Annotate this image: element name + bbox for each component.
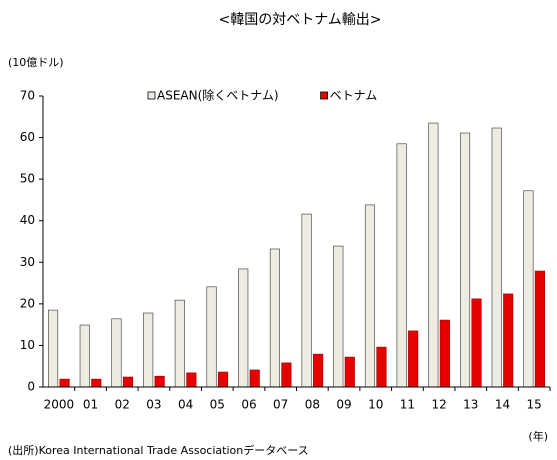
x-axis-label: (年)	[528, 429, 548, 443]
x-tick-label: 05	[210, 398, 225, 412]
bar	[333, 245, 344, 388]
bar	[111, 318, 122, 388]
bar	[459, 132, 471, 388]
x-tick-label: 2000	[44, 398, 75, 412]
x-tick-label: 15	[527, 398, 542, 412]
bar	[122, 376, 134, 388]
x-tick-label: 06	[241, 398, 256, 412]
bar	[154, 375, 165, 388]
y-tick-label: 40	[20, 213, 35, 227]
y-tick-label: 0	[27, 380, 35, 394]
x-tick-label: 13	[463, 398, 478, 412]
x-tick-label: 08	[305, 398, 320, 412]
x-tick-label: 11	[400, 398, 415, 412]
bar	[408, 330, 419, 388]
x-tick-label: 01	[83, 398, 98, 412]
legend-swatch	[320, 91, 329, 100]
y-tick-label: 30	[20, 255, 35, 269]
bar	[471, 298, 482, 388]
bar	[59, 378, 70, 388]
y-tick-label: 20	[20, 296, 35, 310]
bar	[281, 362, 292, 388]
x-tick-label: 04	[178, 398, 193, 412]
y-tick-label: 60	[20, 130, 35, 144]
bar	[523, 190, 534, 388]
bar	[301, 213, 312, 388]
bar	[79, 324, 90, 388]
bar	[376, 346, 387, 388]
x-tick-label: 10	[368, 398, 383, 412]
x-tick-label: 14	[495, 398, 510, 412]
chart-title: <韓国の対ベトナム輸出>	[218, 12, 381, 28]
bar	[206, 286, 217, 388]
bar	[534, 270, 545, 388]
bar	[143, 312, 154, 388]
y-tick-label: 70	[20, 89, 35, 103]
bar	[313, 353, 324, 388]
x-tick-label: 09	[336, 398, 351, 412]
x-tick-label: 02	[115, 398, 130, 412]
x-tick-label: 07	[273, 398, 288, 412]
bar	[364, 204, 376, 388]
x-tick-label: 03	[146, 398, 161, 412]
source-note: (出所)Korea International Trade Associatio…	[8, 443, 309, 456]
y-axis-label: (10億ドル)	[8, 56, 64, 69]
bar	[238, 268, 249, 388]
y-tick-label: 10	[20, 338, 35, 352]
bar	[174, 299, 185, 388]
bar	[344, 356, 355, 388]
bar	[217, 371, 229, 388]
x-tick-label: 12	[431, 398, 446, 412]
bar	[428, 122, 439, 388]
bar	[396, 143, 407, 388]
legend-label: ASEAN(除くベトナム)	[157, 88, 279, 103]
legend-swatch	[147, 91, 156, 100]
bar	[186, 372, 197, 388]
bar	[249, 369, 260, 388]
bar	[91, 378, 102, 388]
bar	[491, 127, 502, 388]
y-tick-label: 50	[20, 172, 35, 186]
bar	[439, 319, 450, 388]
legend-label: ベトナム	[330, 89, 378, 103]
bar	[48, 309, 59, 388]
bar	[503, 293, 514, 388]
bar	[269, 248, 280, 388]
